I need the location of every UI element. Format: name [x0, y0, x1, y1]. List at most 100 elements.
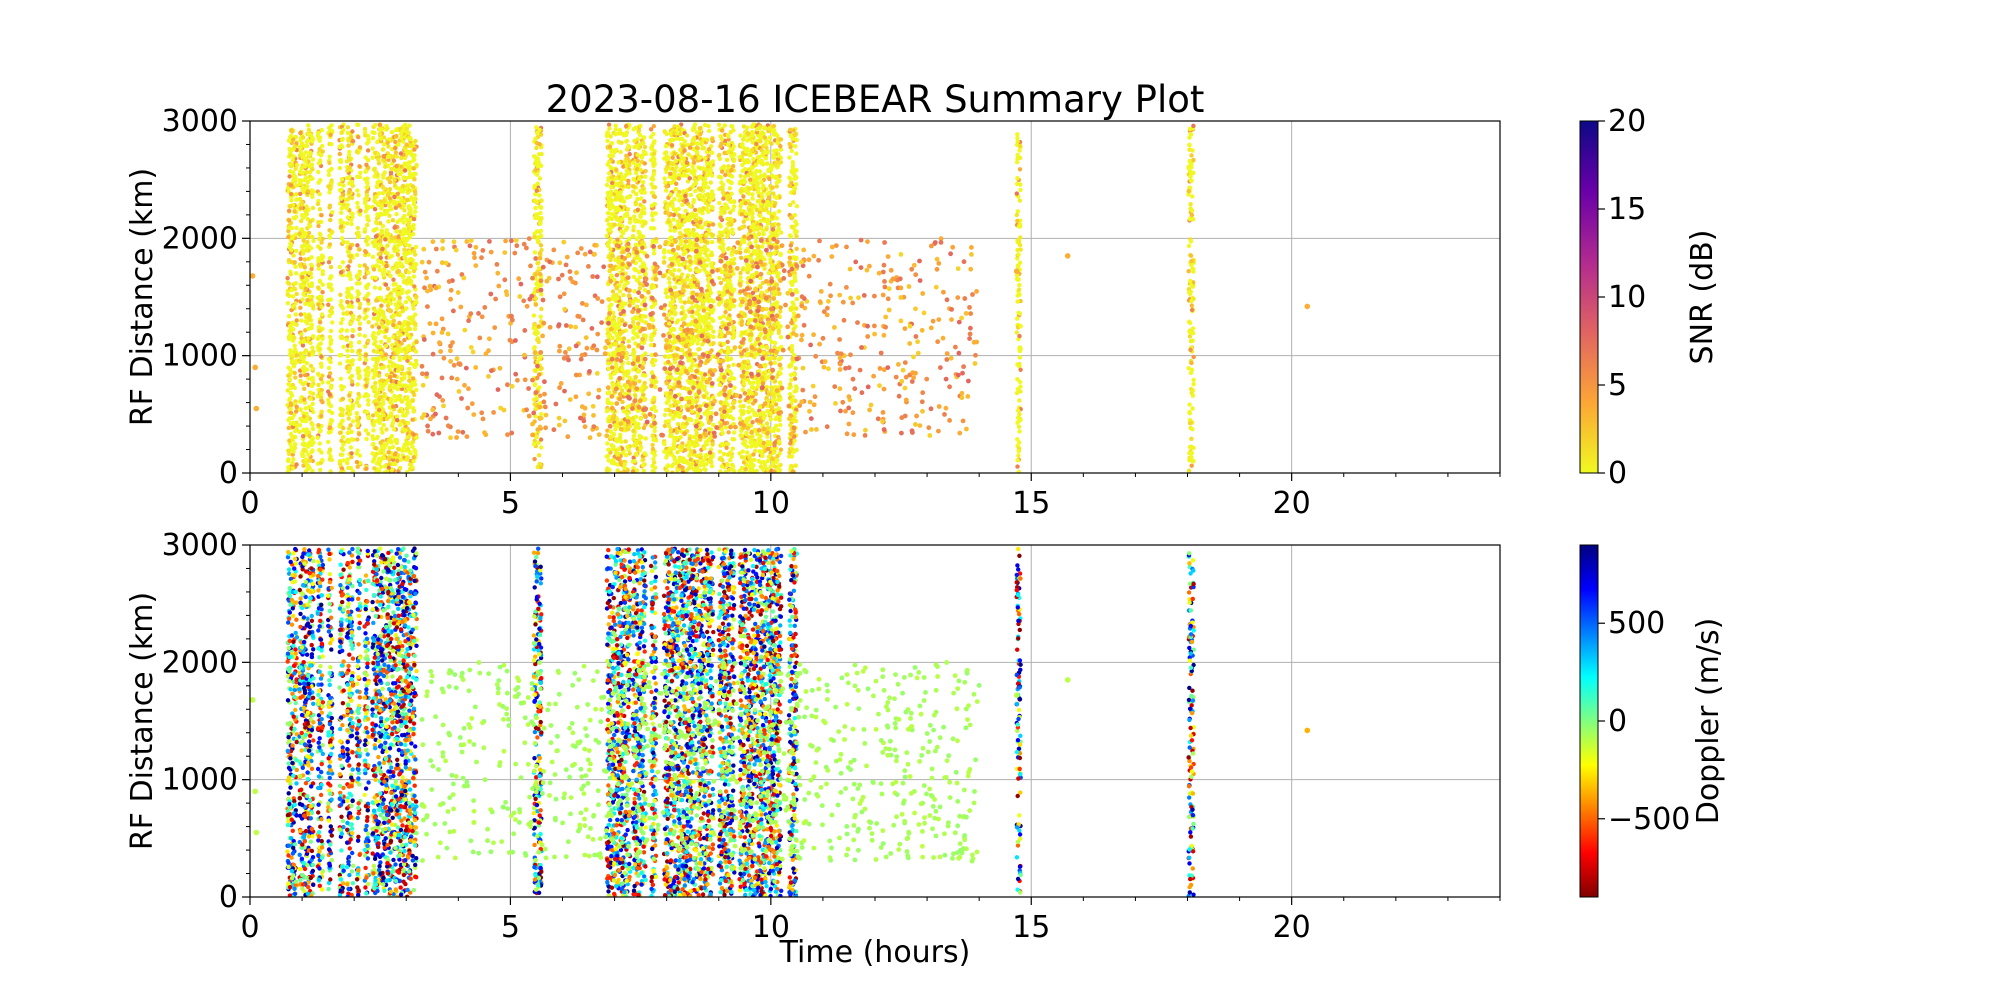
- data-point: [404, 306, 409, 311]
- data-point: [650, 442, 655, 448]
- data-point: [638, 214, 643, 220]
- data-point: [707, 437, 712, 442]
- data-point: [643, 314, 648, 319]
- data-point: [386, 450, 391, 455]
- data-point: [362, 316, 367, 321]
- data-point: [695, 384, 700, 389]
- data-point: [350, 334, 355, 339]
- data-point: [318, 279, 323, 284]
- data-point: [309, 383, 314, 388]
- data-point: [328, 255, 333, 261]
- data-point: [310, 426, 316, 432]
- data-point: [293, 281, 298, 286]
- data-point: [356, 233, 362, 238]
- data-point: [400, 308, 406, 314]
- data-point: [406, 326, 411, 331]
- data-point: [381, 423, 386, 428]
- data-point: [300, 275, 305, 280]
- data-point: [414, 262, 419, 267]
- data-point: [532, 456, 537, 462]
- data-point: [338, 412, 343, 418]
- data-point: [346, 138, 351, 143]
- data-point: [288, 241, 293, 246]
- data-point: [392, 177, 397, 183]
- data-point: [294, 248, 299, 254]
- data-point: [370, 413, 376, 418]
- data-point: [363, 133, 368, 138]
- data-point: [637, 281, 643, 286]
- data-point: [666, 219, 671, 224]
- data-point: [397, 299, 402, 304]
- data-point: [300, 297, 305, 302]
- data-point: [677, 213, 682, 218]
- data-point: [698, 175, 703, 180]
- data-point: [643, 351, 648, 356]
- data-point: [290, 294, 296, 299]
- data-point: [413, 138, 418, 144]
- data-point: [613, 123, 618, 128]
- data-point: [380, 223, 386, 229]
- data-point: [537, 142, 542, 147]
- data-point: [341, 239, 346, 245]
- data-point: [625, 280, 630, 285]
- data-point: [649, 383, 654, 388]
- data-point: [413, 252, 418, 257]
- data-point: [411, 274, 417, 279]
- data-point: [328, 417, 334, 423]
- data-point: [616, 255, 621, 260]
- data-point: [316, 266, 321, 271]
- data-point: [535, 375, 540, 381]
- data-point: [401, 413, 406, 418]
- data-point: [339, 177, 345, 182]
- data-point: [328, 297, 333, 302]
- data-point: [285, 301, 291, 306]
- data-point: [623, 439, 628, 444]
- data-point: [709, 460, 714, 465]
- data-point: [626, 360, 631, 366]
- data-point: [387, 190, 392, 196]
- data-point: [640, 463, 646, 468]
- data-point: [633, 393, 638, 399]
- data-point: [291, 253, 296, 258]
- data-point: [347, 411, 353, 417]
- data-point: [345, 125, 351, 130]
- data-point: [380, 309, 386, 315]
- data-point: [302, 386, 307, 391]
- data-point: [297, 182, 302, 187]
- data-point: [326, 400, 332, 406]
- data-point: [292, 260, 297, 265]
- data-point: [366, 402, 371, 407]
- data-point: [358, 170, 363, 175]
- data-point: [310, 194, 315, 200]
- data-point: [674, 181, 679, 186]
- data-point: [691, 160, 697, 165]
- data-point: [364, 185, 369, 190]
- data-point: [328, 328, 334, 334]
- data-point: [307, 132, 312, 138]
- data-point: [305, 466, 310, 472]
- data-point: [357, 247, 362, 252]
- data-point: [606, 199, 611, 204]
- data-point: [626, 339, 631, 344]
- data-point: [341, 425, 346, 431]
- data-point: [362, 126, 368, 132]
- data-point: [402, 396, 407, 401]
- data-point: [290, 158, 295, 163]
- data-point: [383, 352, 389, 357]
- data-point: [294, 197, 299, 202]
- data-point: [355, 174, 360, 179]
- data-point: [308, 390, 313, 395]
- data-point: [298, 416, 303, 421]
- data-point: [303, 372, 308, 378]
- data-point: [327, 242, 333, 247]
- data-point: [668, 412, 673, 417]
- data-point: [384, 442, 389, 447]
- data-point: [374, 220, 379, 225]
- data-point: [316, 256, 321, 261]
- data-point: [326, 380, 331, 385]
- data-point: [341, 344, 346, 350]
- data-point: [704, 452, 709, 458]
- data-point: [388, 374, 393, 380]
- data-point: [310, 366, 316, 372]
- data-point: [393, 145, 398, 151]
